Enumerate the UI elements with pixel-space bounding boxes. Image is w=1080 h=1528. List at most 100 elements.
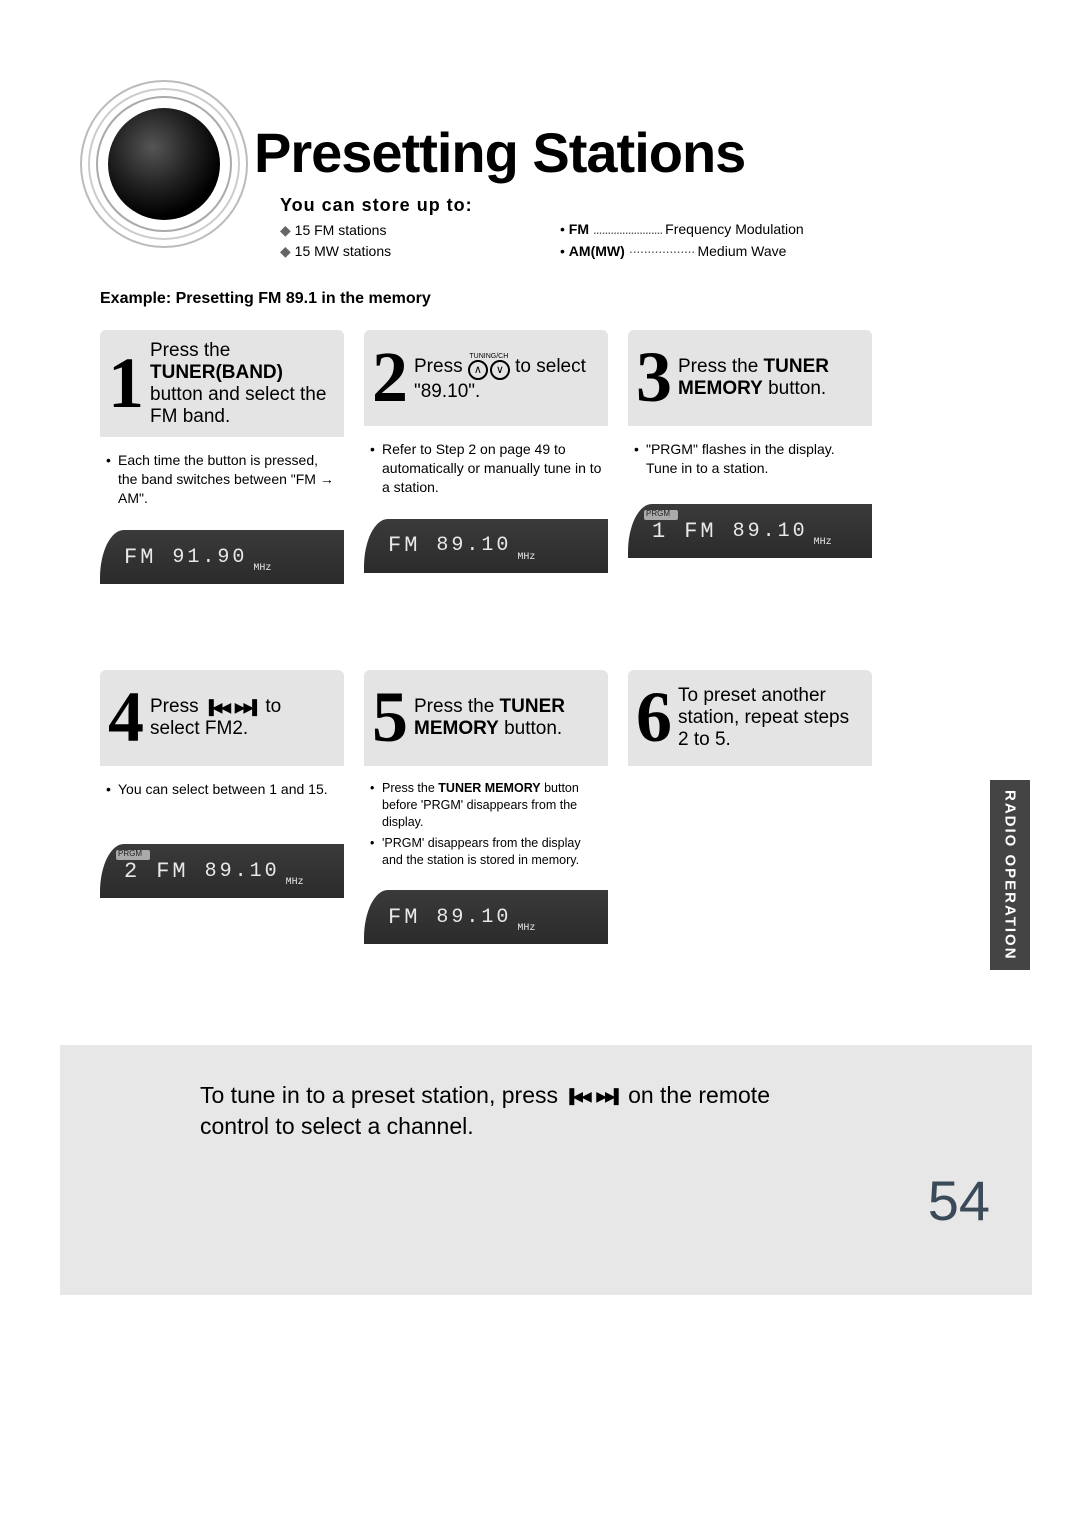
prgm-indicator: PRGM bbox=[118, 849, 142, 858]
prgm-indicator: PRGM bbox=[646, 509, 670, 518]
step-head: 3 Press the TUNER MEMORY button. bbox=[628, 330, 872, 426]
lcd-unit: MHz bbox=[517, 923, 535, 934]
step-text-pre: Press bbox=[150, 696, 204, 717]
lcd-unit: MHz bbox=[286, 877, 304, 888]
lcd-display: PRGM 1 FM 89.10 MHz bbox=[628, 504, 872, 558]
lcd-frequency: 89.10 bbox=[436, 534, 511, 557]
step-5: 5 Press the TUNER MEMORY button. Press t… bbox=[364, 670, 608, 944]
skip-back-icon: ▐◀◀ bbox=[204, 699, 229, 715]
step-number: 5 bbox=[372, 689, 408, 747]
step-head: 4 Press ▐◀◀ ▶▶▌ to select FM2. bbox=[100, 670, 344, 766]
step-number: 3 bbox=[636, 349, 672, 407]
step-2: 2 Press TUNING/CH ∧ ∨ to select "89.10".… bbox=[364, 330, 608, 584]
step-body: "PRGM" flashes in the display. Tune in t… bbox=[628, 426, 872, 496]
step-body: Refer to Step 2 on page 49 to automatica… bbox=[364, 426, 608, 511]
step-head: 2 Press TUNING/CH ∧ ∨ to select "89.10". bbox=[364, 330, 608, 426]
store-subtitle: You can store up to: bbox=[280, 195, 473, 216]
step-bullet: Press the TUNER MEMORY button before 'PR… bbox=[370, 780, 602, 831]
step-bullet: 'PRGM' disappears from the display and t… bbox=[370, 835, 602, 869]
step-number: 1 bbox=[108, 355, 144, 413]
page-number: 54 bbox=[928, 1168, 990, 1233]
skip-back-icon: ▐◀◀ bbox=[564, 1087, 589, 1106]
step-text-pre: Press the bbox=[150, 340, 230, 361]
step-body: You can select between 1 and 15. bbox=[100, 766, 344, 836]
lcd-band: FM bbox=[388, 905, 420, 930]
dots: ........................ bbox=[593, 221, 665, 237]
step-body: Each time the button is pressed, the ban… bbox=[100, 437, 344, 522]
body-bold: TUNER MEMORY bbox=[438, 781, 540, 795]
skip-forward-icon: ▶▶▌ bbox=[235, 699, 260, 715]
modes-list: FM ........................ Frequency Mo… bbox=[560, 218, 804, 263]
lcd-band: FM bbox=[388, 533, 420, 558]
up-icon: ∧ bbox=[468, 360, 488, 380]
lcd-unit: MHz bbox=[517, 552, 535, 563]
down-icon: ∨ bbox=[490, 360, 510, 380]
example-heading: Example: Presetting FM 89.1 in the memor… bbox=[100, 290, 431, 308]
step-text: Press the TUNER MEMORY button. bbox=[414, 696, 596, 740]
step-text: Press the TUNER(BAND) button and select … bbox=[150, 340, 332, 427]
step-head: 6 To preset another station, repeat step… bbox=[628, 670, 872, 766]
lcd-unit: MHz bbox=[253, 563, 271, 574]
step-bullet: Refer to Step 2 on page 49 to automatica… bbox=[370, 440, 602, 497]
lcd-display: PRGM 2 FM 89.10 MHz bbox=[100, 844, 344, 898]
lcd-display: FM 89.10 MHz bbox=[364, 519, 608, 573]
mode-label: Frequency Modulation bbox=[665, 221, 804, 237]
step-text-pre: Press bbox=[414, 356, 468, 377]
mode-label: Medium Wave bbox=[697, 243, 786, 259]
step-text: To preset another station, repeat steps … bbox=[678, 685, 860, 751]
store-item: 15 FM stations bbox=[280, 220, 391, 241]
step-bullet: Each time the button is pressed, the ban… bbox=[106, 451, 338, 508]
lcd-preset-number: 1 bbox=[652, 519, 668, 544]
lcd-frequency: 89.10 bbox=[436, 906, 511, 929]
lcd-preset-number: 2 bbox=[124, 859, 140, 884]
step-3: 3 Press the TUNER MEMORY button. "PRGM" … bbox=[628, 330, 872, 584]
step-text-pre: Press the bbox=[414, 696, 500, 717]
step-text-post: button. bbox=[499, 718, 562, 739]
mode-row: AM(MW) ·················· Medium Wave bbox=[560, 240, 804, 262]
step-text: Press the TUNER MEMORY button. bbox=[678, 356, 860, 400]
dots: ·················· bbox=[629, 243, 698, 259]
step-text-pre: Press the bbox=[678, 356, 764, 377]
speaker-graphic bbox=[80, 80, 248, 248]
tune-text-pre: To tune in to a preset station, press bbox=[200, 1082, 564, 1108]
step-text: Press ▐◀◀ ▶▶▌ to select FM2. bbox=[150, 696, 332, 740]
lcd-display: FM 89.10 MHz bbox=[364, 890, 608, 944]
step-number: 4 bbox=[108, 689, 144, 747]
body-pre: Press the bbox=[382, 781, 438, 795]
mode-abbr: AM(MW) bbox=[569, 243, 625, 259]
step-number: 2 bbox=[372, 349, 408, 407]
step-4: 4 Press ▐◀◀ ▶▶▌ to select FM2. You can s… bbox=[100, 670, 344, 944]
section-tab: RADIO OPERATION bbox=[990, 780, 1030, 970]
steps-row-1: 1 Press the TUNER(BAND) button and selec… bbox=[100, 330, 872, 584]
lcd-band: FM bbox=[156, 859, 188, 884]
step-text-post: button. bbox=[763, 378, 826, 399]
step-bullet: "PRGM" flashes in the display. Tune in t… bbox=[634, 440, 866, 478]
step-1: 1 Press the TUNER(BAND) button and selec… bbox=[100, 330, 344, 584]
steps-row-2: 4 Press ▐◀◀ ▶▶▌ to select FM2. You can s… bbox=[100, 670, 872, 944]
manual-page: Presetting Stations You can store up to:… bbox=[0, 0, 1080, 1528]
step-bullet: You can select between 1 and 15. bbox=[106, 780, 338, 799]
step-number: 6 bbox=[636, 689, 672, 747]
step-text-bold: TUNER(BAND) bbox=[150, 362, 283, 383]
lcd-frequency: 91.90 bbox=[172, 546, 247, 569]
step-body: Press the TUNER MEMORY button before 'PR… bbox=[364, 766, 608, 882]
skip-forward-icon: ▶▶▌ bbox=[596, 1087, 621, 1106]
lcd-band: FM bbox=[684, 519, 716, 544]
section-tab-label: RADIO OPERATION bbox=[1002, 790, 1019, 961]
tuning-icon: TUNING/CH ∧ ∨ bbox=[468, 353, 510, 381]
page-title: Presetting Stations bbox=[254, 120, 745, 185]
lcd-display: FM 91.90 MHz bbox=[100, 530, 344, 584]
lcd-band: FM bbox=[124, 545, 156, 570]
tune-instruction: To tune in to a preset station, press ▐◀… bbox=[200, 1080, 820, 1142]
lcd-unit: MHz bbox=[814, 537, 832, 548]
step-6: 6 To preset another station, repeat step… bbox=[628, 670, 872, 944]
store-list: 15 FM stations 15 MW stations bbox=[280, 220, 391, 262]
step-text-post: button and select the FM band. bbox=[150, 384, 326, 427]
lcd-frequency: 89.10 bbox=[205, 860, 280, 883]
store-item: 15 MW stations bbox=[280, 241, 391, 262]
step-head: 5 Press the TUNER MEMORY button. bbox=[364, 670, 608, 766]
mode-abbr: FM bbox=[569, 221, 589, 237]
step-text: Press TUNING/CH ∧ ∨ to select "89.10". bbox=[414, 353, 596, 403]
step-head: 1 Press the TUNER(BAND) button and selec… bbox=[100, 330, 344, 437]
mode-row: FM ........................ Frequency Mo… bbox=[560, 218, 804, 240]
